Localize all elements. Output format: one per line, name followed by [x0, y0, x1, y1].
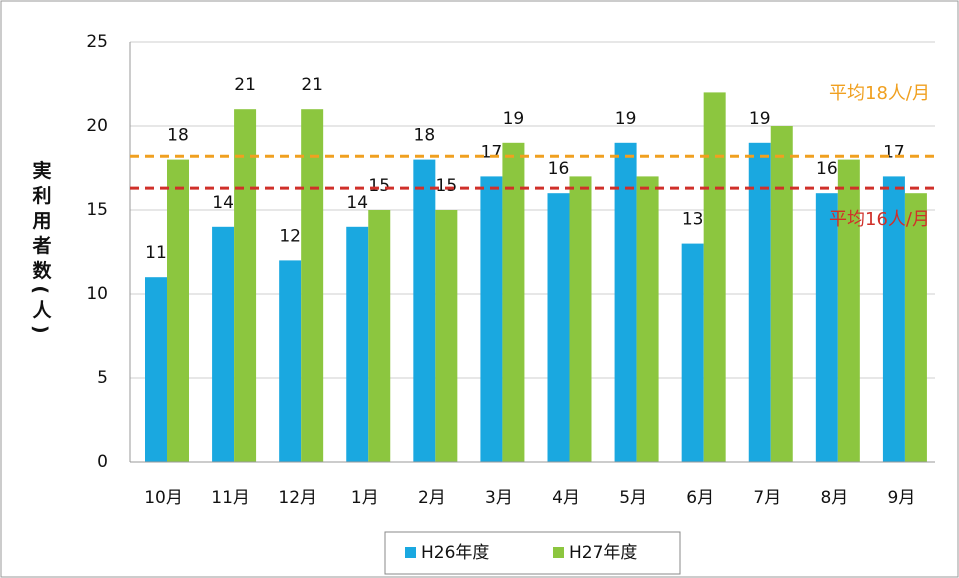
- bar: [413, 159, 436, 462]
- bar: [435, 210, 458, 462]
- y-axis-label: 実利用者数(人): [30, 159, 52, 340]
- legend-label: H27年度: [569, 543, 637, 563]
- data-label: 16: [548, 159, 570, 179]
- data-label: 17: [481, 142, 503, 162]
- data-label: 14: [346, 193, 368, 213]
- x-tick-label: 5月: [619, 488, 647, 508]
- legend-label: H26年度: [421, 543, 489, 563]
- y-tick-label: 0: [97, 452, 108, 472]
- bar: [815, 193, 838, 462]
- data-label: 21: [234, 75, 256, 95]
- legend-box: [384, 531, 681, 575]
- bar: [882, 176, 905, 462]
- x-tick-label: 3月: [485, 488, 513, 508]
- bar: [167, 159, 189, 462]
- legend-swatch: [553, 547, 564, 558]
- data-label: 16: [816, 159, 838, 179]
- data-label: 17: [883, 142, 905, 162]
- y-tick-label: 20: [86, 116, 108, 136]
- x-tick-label: 8月: [820, 488, 848, 508]
- data-label: 12: [279, 226, 301, 246]
- x-tick-label: 12月: [278, 488, 317, 508]
- bar: [569, 176, 592, 462]
- x-tick-label: 1月: [351, 488, 379, 508]
- reference-label: 平均18人/月: [829, 83, 930, 104]
- reference-label: 平均16人/月: [829, 209, 930, 230]
- bar: [703, 92, 726, 463]
- y-tick-label: 15: [86, 200, 108, 220]
- x-tick-label: 7月: [753, 488, 781, 508]
- bar: [837, 159, 860, 462]
- y-tick-label: 5: [97, 368, 108, 388]
- bar: [770, 126, 793, 462]
- bar: [301, 109, 324, 462]
- y-tick-label: 10: [86, 284, 108, 304]
- x-tick-label: 11月: [211, 488, 250, 508]
- data-label: 19: [615, 109, 637, 129]
- bar: [279, 260, 302, 462]
- data-label: 15: [368, 176, 390, 196]
- bar: [480, 176, 503, 462]
- legend-swatch: [405, 547, 416, 558]
- data-label: 19: [749, 109, 771, 129]
- x-tick-label: 10月: [144, 488, 183, 508]
- x-tick-label: 2月: [418, 488, 446, 508]
- bar: [904, 193, 927, 462]
- bar: [145, 277, 167, 462]
- bar: [614, 142, 637, 463]
- x-tick-label: 4月: [552, 488, 580, 508]
- y-tick-label: 25: [86, 32, 108, 52]
- bar: [748, 142, 771, 463]
- bar: [368, 210, 391, 462]
- x-tick-label: 9月: [888, 488, 916, 508]
- data-label: 18: [167, 126, 189, 146]
- bar: [346, 226, 369, 462]
- bar: [547, 193, 570, 462]
- data-label: 19: [503, 109, 525, 129]
- bar: [636, 176, 659, 462]
- data-label: 18: [414, 126, 436, 146]
- data-label: 11: [145, 243, 167, 263]
- x-tick-label: 6月: [686, 488, 714, 508]
- bar: [502, 142, 525, 463]
- data-label: 21: [301, 75, 323, 95]
- bar: [212, 226, 235, 462]
- data-label: 14: [212, 193, 234, 213]
- bar: [234, 109, 257, 462]
- data-label: 13: [682, 210, 704, 230]
- bar: [681, 243, 704, 462]
- data-label: 15: [436, 176, 458, 196]
